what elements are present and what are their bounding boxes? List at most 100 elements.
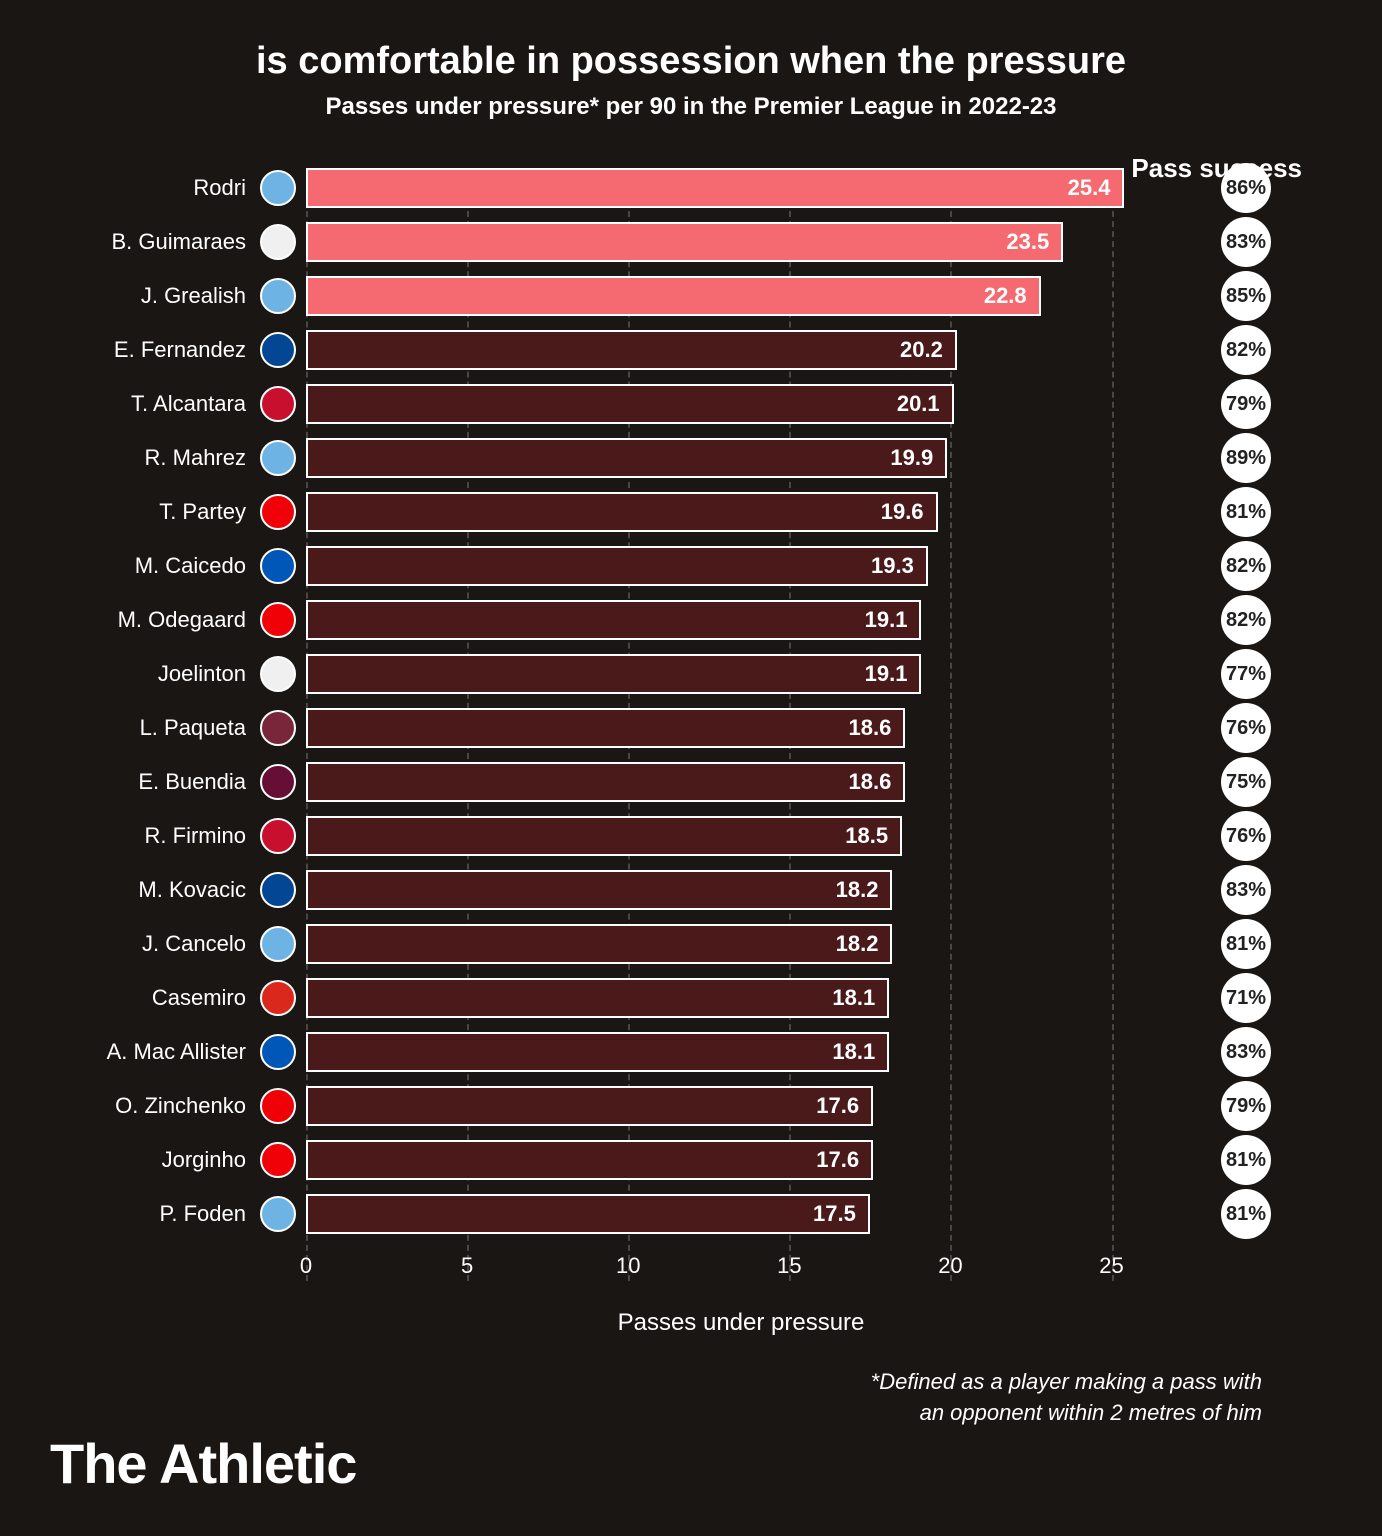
value-bar: 19.1 — [306, 600, 921, 640]
bar-area: 22.8 — [306, 269, 1176, 323]
bar-area: 19.1 — [306, 593, 1176, 647]
value-bar: 19.1 — [306, 654, 921, 694]
player-row: M. Kovacic18.283% — [60, 863, 1322, 917]
player-row: M. Odegaard19.182% — [60, 593, 1322, 647]
value-bar: 20.1 — [306, 384, 954, 424]
pass-success-badge: 86% — [1221, 163, 1271, 213]
bar-area: 20.2 — [306, 323, 1176, 377]
pass-success-badge: 82% — [1221, 325, 1271, 375]
pass-success-col: 83% — [1176, 217, 1316, 267]
team-badge-icon — [260, 170, 296, 206]
player-row: A. Mac Allister 18.1 83% — [60, 1025, 1322, 1079]
value-bar: 25.4 — [306, 168, 1124, 208]
pass-success-col: 79% — [1176, 379, 1316, 429]
pass-success-badge: 77% — [1221, 649, 1271, 699]
footnote-line1: *Defined as a player making a pass with — [871, 1369, 1262, 1394]
x-tick-label: 20 — [938, 1253, 962, 1279]
player-name-label: T. Partey — [60, 499, 260, 525]
x-tick-label: 10 — [616, 1253, 640, 1279]
team-badge-icon — [260, 332, 296, 368]
player-name-label: Joelinton — [60, 661, 260, 687]
pass-success-col: 82% — [1176, 595, 1316, 645]
pass-success-col: 76% — [1176, 703, 1316, 753]
value-bar: 18.1 — [306, 1032, 889, 1072]
player-name-label: Jorginho — [60, 1147, 260, 1173]
player-row: M. Caicedo 19.3 82% — [60, 539, 1322, 593]
value-bar: 18.1 — [306, 978, 889, 1018]
player-row: Joelinton 19.1 77% — [60, 647, 1322, 701]
pass-success-col: 83% — [1176, 1027, 1316, 1077]
player-row: T. Partey 19.6 81% — [60, 485, 1322, 539]
team-badge-icon — [260, 656, 296, 692]
footnote: *Defined as a player making a pass with … — [60, 1367, 1262, 1429]
pass-success-badge: 83% — [1221, 217, 1271, 267]
pass-success-col: 79% — [1176, 1081, 1316, 1131]
chart-wrap: Pass success Rodri25.486%B. Guimaraes23.… — [60, 161, 1322, 1429]
team-badge-icon — [260, 764, 296, 800]
player-name-label: R. Firmino — [60, 823, 260, 849]
player-name-label: E. Buendia — [60, 769, 260, 795]
pass-success-col: 81% — [1176, 487, 1316, 537]
bar-area: 18.2 — [306, 863, 1176, 917]
bar-area: 17.6 — [306, 1133, 1176, 1187]
team-badge-icon — [260, 818, 296, 854]
x-axis: 0510152025 — [306, 1249, 1176, 1289]
bar-area: 19.3 — [306, 539, 1176, 593]
player-name-label: P. Foden — [60, 1201, 260, 1227]
team-badge-icon — [260, 1142, 296, 1178]
value-bar: 18.6 — [306, 708, 905, 748]
x-tick-label: 15 — [777, 1253, 801, 1279]
x-tick-label: 5 — [461, 1253, 473, 1279]
pass-success-col: 71% — [1176, 973, 1316, 1023]
value-bar: 17.5 — [306, 1194, 870, 1234]
pass-success-col: 81% — [1176, 919, 1316, 969]
pass-success-badge: 82% — [1221, 595, 1271, 645]
bar-area: 18.6 — [306, 755, 1176, 809]
player-row: E. Fernandez 20.2 82% — [60, 323, 1322, 377]
player-row: Rodri25.486% — [60, 161, 1322, 215]
value-bar: 18.5 — [306, 816, 902, 856]
player-name-label: E. Fernandez — [60, 337, 260, 363]
player-row: Jorginho 17.6 81% — [60, 1133, 1322, 1187]
team-badge-icon — [260, 1196, 296, 1232]
pass-success-badge: 71% — [1221, 973, 1271, 1023]
pass-success-col: 86% — [1176, 163, 1316, 213]
player-name-label: R. Mahrez — [60, 445, 260, 471]
player-name-label: M. Caicedo — [60, 553, 260, 579]
value-bar: 20.2 — [306, 330, 957, 370]
team-badge-icon — [260, 1034, 296, 1070]
pass-success-col: 81% — [1176, 1135, 1316, 1185]
bar-area: 18.6 — [306, 701, 1176, 755]
pass-success-badge: 85% — [1221, 271, 1271, 321]
pass-success-badge: 83% — [1221, 865, 1271, 915]
bar-area: 18.1 — [306, 1025, 1176, 1079]
player-name-label: A. Mac Allister — [60, 1039, 260, 1065]
pass-success-col: 82% — [1176, 325, 1316, 375]
pass-success-col: 76% — [1176, 811, 1316, 861]
pass-success-col: 89% — [1176, 433, 1316, 483]
team-badge-icon — [260, 980, 296, 1016]
team-badge-icon — [260, 386, 296, 422]
player-row: P. Foden 17.5 81% — [60, 1187, 1322, 1241]
player-name-label: J. Cancelo — [60, 931, 260, 957]
player-row: O. Zinchenko17.679% — [60, 1079, 1322, 1133]
pass-success-badge: 81% — [1221, 487, 1271, 537]
x-tick-label: 25 — [1099, 1253, 1123, 1279]
brand-logo: The Athletic — [50, 1431, 356, 1496]
player-row: J. Grealish22.885% — [60, 269, 1322, 323]
pass-success-badge: 81% — [1221, 1135, 1271, 1185]
team-badge-icon — [260, 224, 296, 260]
pass-success-col: 85% — [1176, 271, 1316, 321]
pass-success-badge: 81% — [1221, 1189, 1271, 1239]
team-badge-icon — [260, 602, 296, 638]
pass-success-badge: 82% — [1221, 541, 1271, 591]
bar-area: 25.4 — [306, 161, 1176, 215]
pass-success-badge: 75% — [1221, 757, 1271, 807]
value-bar: 19.6 — [306, 492, 938, 532]
pass-success-badge: 89% — [1221, 433, 1271, 483]
team-badge-icon — [260, 440, 296, 476]
player-row: Casemiro 18.1 71% — [60, 971, 1322, 1025]
player-row: R. Firmino 18.5 76% — [60, 809, 1322, 863]
bar-area: 19.1 — [306, 647, 1176, 701]
player-name-label: Casemiro — [60, 985, 260, 1011]
